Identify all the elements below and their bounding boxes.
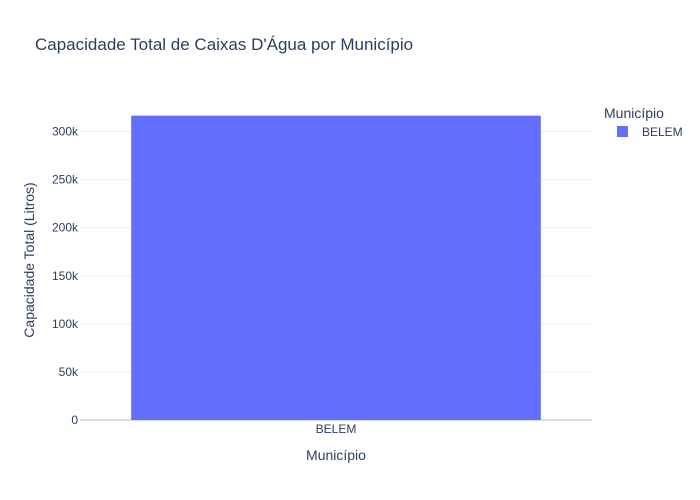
legend[interactable]: Município BELEM xyxy=(604,105,683,139)
bars xyxy=(131,115,541,420)
x-axis-title: Município xyxy=(306,447,366,463)
legend-label: BELEM xyxy=(642,125,683,139)
x-tick-labels: BELEM xyxy=(316,422,357,436)
legend-item[interactable]: BELEM xyxy=(617,125,683,139)
legend-title: Município xyxy=(604,105,664,121)
chart-title: Capacidade Total de Caixas D'Água por Mu… xyxy=(35,35,413,54)
y-tick-label: 100k xyxy=(52,317,79,331)
y-tick-label: 300k xyxy=(52,125,79,139)
y-tick-label: 250k xyxy=(52,173,79,187)
y-tick-label: 0 xyxy=(71,413,78,427)
legend-swatch xyxy=(617,126,628,137)
bar-belem[interactable] xyxy=(131,115,541,420)
y-tick-label: 50k xyxy=(59,365,79,379)
y-tick-label: 200k xyxy=(52,221,79,235)
y-axis-title: Capacidade Total (Litros) xyxy=(21,182,37,337)
y-tick-labels: 0 50k 100k 150k 200k 250k 300k xyxy=(52,125,79,428)
x-tick-label: BELEM xyxy=(316,422,357,436)
y-tick-label: 150k xyxy=(52,269,79,283)
